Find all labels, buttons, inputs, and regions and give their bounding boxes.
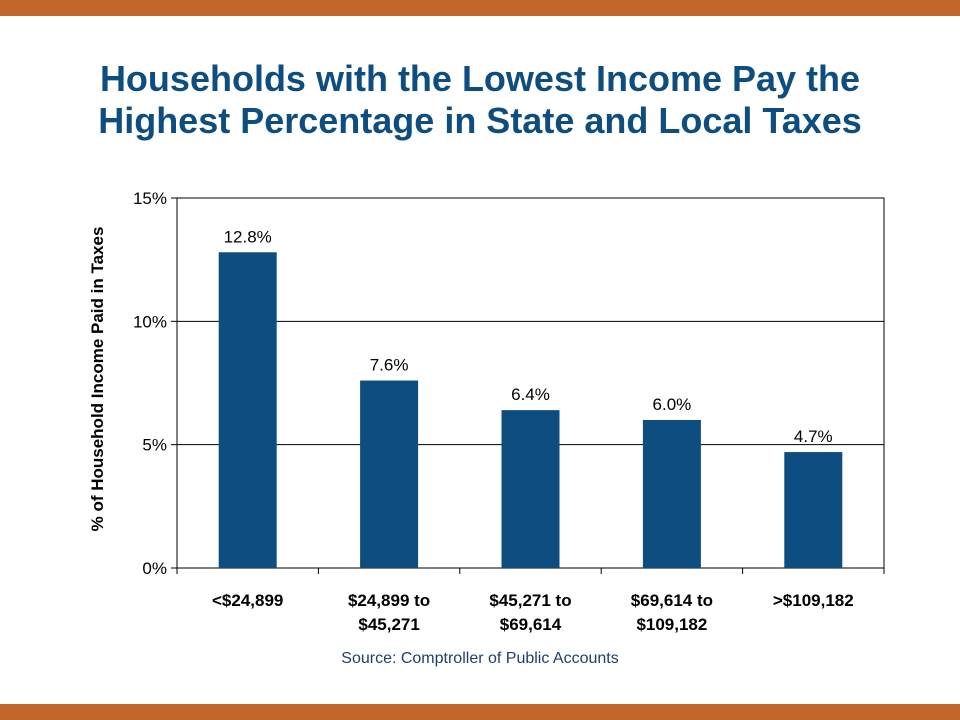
x-category-label-line: $45,271 to — [489, 591, 571, 610]
x-category-label: $45,271 to $69,614 — [489, 591, 571, 634]
data-label: 4.7% — [794, 427, 833, 446]
bar — [218, 252, 277, 568]
bottom-accent-band — [0, 704, 960, 720]
bar-chart: 0% 5% 10% 15% 12.8% <$24,899 7.6% $24,899 to $45… — [88, 189, 885, 634]
top-accent-band — [0, 0, 960, 16]
x-category-label: $24,899 to $45,271 — [348, 591, 430, 634]
chart-title: Households with the Lowest Income Pay th… — [20, 58, 940, 142]
x-category-label: >$109,182 — [773, 591, 854, 610]
x-category-label-line: <$24,899 — [212, 591, 283, 610]
y-tick-label: 5% — [142, 436, 167, 455]
x-category-label: $69,614 to $109,182 — [631, 591, 713, 634]
chart-title-line-1: Households with the Lowest Income Pay th… — [99, 58, 861, 99]
y-tick-label: 15% — [133, 189, 167, 208]
bar — [501, 410, 560, 568]
y-axis-title: % of Household Income Paid in Taxes — [88, 227, 107, 532]
data-label: 6.4% — [511, 385, 550, 404]
chart-title-line-2: Highest Percentage in State and Local Ta… — [98, 100, 862, 141]
y-tick-label: 10% — [133, 312, 167, 331]
data-label: 6.0% — [653, 395, 692, 414]
x-category-label-line: $109,182 — [636, 615, 707, 634]
x-category-label: <$24,899 — [212, 591, 283, 610]
x-category-label-line: $45,271 — [358, 615, 419, 634]
data-label: 12.8% — [224, 227, 272, 246]
bar — [642, 420, 701, 568]
bar — [360, 380, 419, 568]
bar — [784, 452, 843, 568]
x-category-label-line: $69,614 to — [631, 591, 713, 610]
source-note: Source: Comptroller of Public Accounts — [341, 650, 619, 667]
x-category-label-line: $69,614 — [500, 615, 562, 634]
y-tick-label: 0% — [142, 559, 167, 578]
x-category-label-line: $24,899 to — [348, 591, 430, 610]
data-label: 7.6% — [370, 356, 409, 375]
x-category-label-line: >$109,182 — [773, 591, 854, 610]
